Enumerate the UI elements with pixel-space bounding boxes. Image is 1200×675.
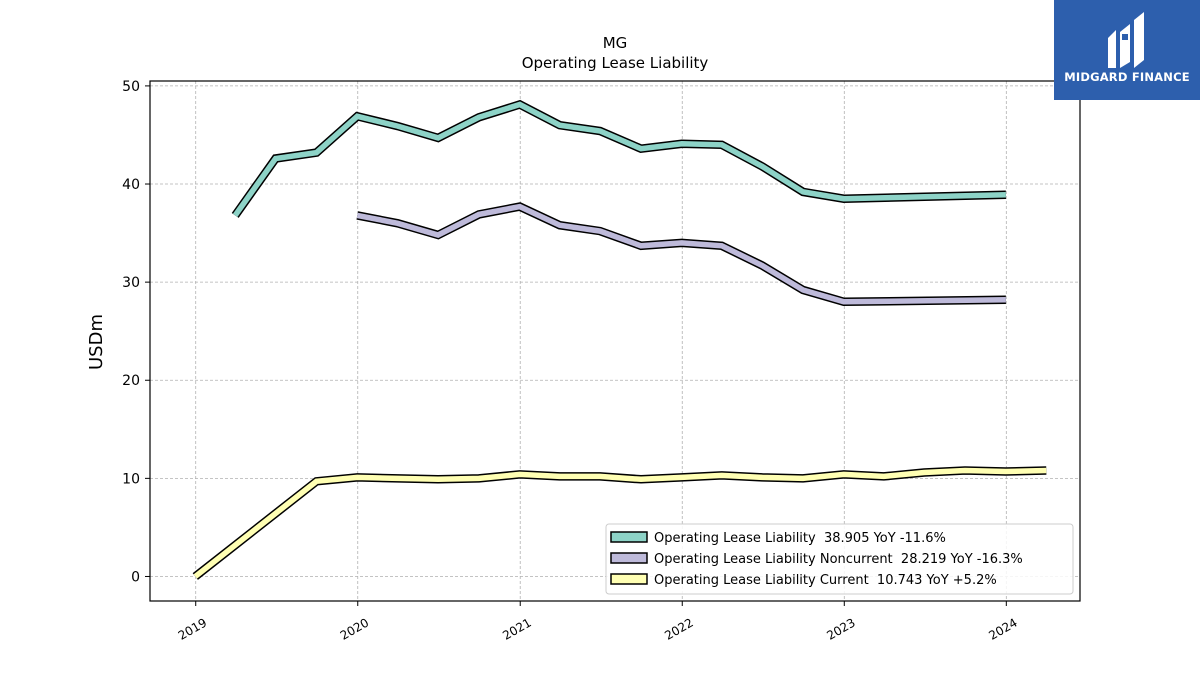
legend: Operating Lease Liability 38.905 YoY -11…: [605, 523, 1074, 595]
legend-label: Operating Lease Liability Noncurrent 28.…: [654, 552, 1023, 567]
x-tick-label: 2022: [662, 615, 695, 642]
y-axis-label: USDm: [86, 314, 107, 370]
series-line: [356, 203, 1006, 305]
series-line: [232, 101, 1006, 217]
legend-swatch: [610, 552, 648, 564]
midgard-logo-icon: [1108, 12, 1144, 68]
x-tick-label: 2023: [824, 615, 857, 642]
x-tick-label: 2019: [176, 615, 209, 642]
legend-label: Operating Lease Liability Current 10.743…: [654, 573, 997, 588]
y-tick-label: 30: [122, 275, 140, 291]
y-tick-label: 0: [131, 569, 140, 585]
y-tick-label: 50: [122, 79, 140, 95]
grid: [150, 81, 1080, 601]
y-tick-label: 40: [122, 177, 140, 193]
series-line-outline: [356, 202, 1006, 307]
brand-name: MIDGARD FINANCE: [1064, 70, 1190, 84]
legend-label: Operating Lease Liability 38.905 YoY -11…: [654, 531, 946, 546]
legend-swatch: [610, 531, 648, 543]
chart-subtitle: Operating Lease Liability: [522, 54, 709, 72]
legend-box: [605, 523, 1074, 595]
x-tick-label: 2021: [500, 615, 533, 642]
series-lines: [192, 99, 1047, 580]
legend-swatch: [610, 573, 648, 585]
x-tick-label: 2020: [338, 615, 371, 642]
series-line: [193, 467, 1047, 579]
y-tick-label: 20: [122, 373, 140, 389]
y-tick-label: 10: [122, 471, 140, 487]
brand-logo: MIDGARD FINANCE: [1054, 0, 1200, 100]
chart-title: MG: [603, 34, 628, 52]
plot-frame: [149, 80, 1081, 602]
x-tick-label: 2024: [986, 615, 1019, 642]
